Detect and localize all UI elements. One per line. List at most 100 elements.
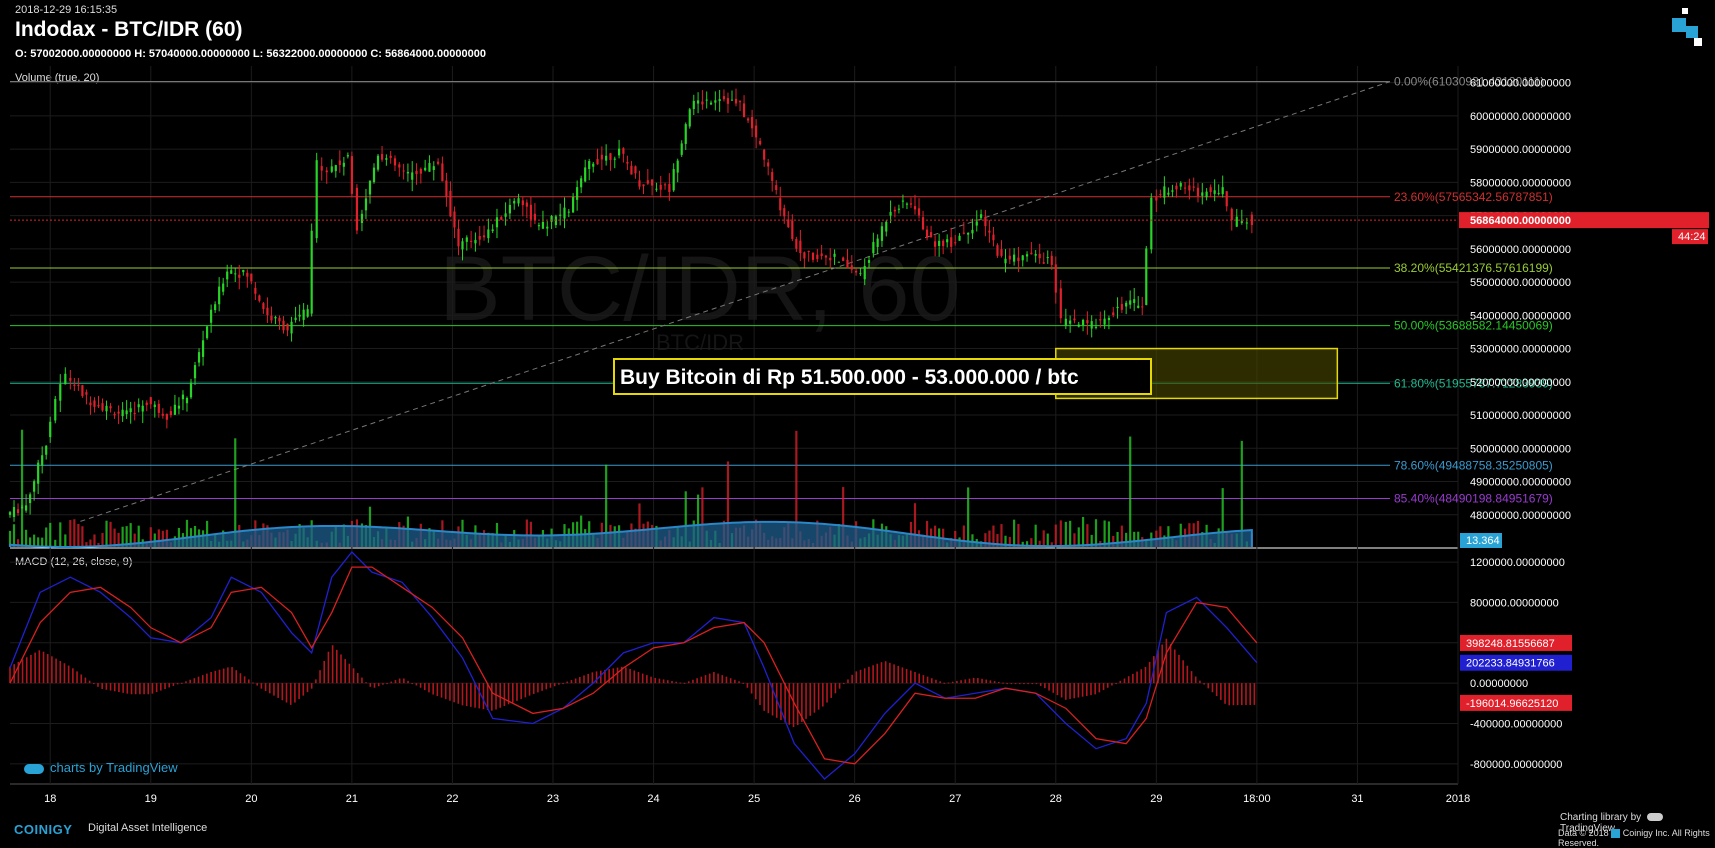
- macd-hist-bar: [620, 666, 623, 684]
- time-axis[interactable]: 18 19 20 21 22 23 24 25 26 27 28 29 18:00 31 2018: [44, 793, 1470, 805]
- candle-body: [889, 211, 892, 216]
- tradingview-small-icon: [1646, 813, 1663, 822]
- macd-hist-bar: [1031, 683, 1034, 685]
- candle-body: [1099, 319, 1102, 321]
- candle-body: [16, 509, 20, 513]
- macd-hist-bar: [863, 668, 866, 684]
- volume-indicator-label[interactable]: Volume (true, 20): [15, 72, 100, 84]
- candle-body: [946, 239, 949, 243]
- volume-bar: [1086, 524, 1089, 547]
- fib-trend-line[interactable]: [80, 81, 1391, 522]
- macd-hist-bar: [88, 680, 91, 684]
- volume-bar: [113, 528, 116, 547]
- macd-tick-label: 0.00000000: [1470, 678, 1528, 690]
- candle-body: [33, 481, 36, 492]
- candle-body: [626, 161, 629, 164]
- candle-body: [495, 217, 499, 228]
- macd-hist-bar: [491, 683, 493, 711]
- macd-hist-bar: [1077, 683, 1080, 698]
- macd-hist-bar: [126, 683, 129, 694]
- volume-bar: [185, 519, 189, 547]
- volume-bar: [1017, 523, 1020, 547]
- candle-body: [676, 160, 679, 173]
- candle-body: [962, 232, 965, 234]
- macd-hist-bar: [248, 679, 250, 684]
- candle-body: [1094, 326, 1098, 328]
- copyright-text: Data © 2018: [1558, 828, 1609, 838]
- macd-hist-bar: [1094, 683, 1096, 695]
- macd-hist-bar: [398, 678, 401, 684]
- macd-hist-bar: [457, 683, 460, 704]
- macd-hist-bar: [495, 683, 497, 710]
- macd-hist-bar: [118, 683, 120, 693]
- fib-level-label: 61.80%(51955787.71283939): [1394, 376, 1553, 390]
- macd-hist-bar: [717, 673, 719, 684]
- macd-hist-bar: [650, 676, 652, 684]
- macd-tick-label: -400000.00000000: [1470, 718, 1562, 730]
- candle-body: [419, 168, 422, 174]
- candle-body: [330, 166, 333, 172]
- candle-body: [89, 402, 92, 406]
- macd-hist-bar: [503, 683, 506, 707]
- macd-hist-bar: [109, 683, 112, 691]
- volume-value-tag-bg: [1460, 533, 1502, 548]
- buy-zone-annotation[interactable]: Buy Bitcoin di Rp 51.500.000 - 53.000.00…: [613, 347, 1339, 400]
- candle-body: [41, 455, 44, 466]
- candle-body: [1050, 255, 1053, 265]
- macd-hist-bar: [1044, 683, 1046, 689]
- macd-hist-bar: [1207, 683, 1210, 689]
- macd-hist-bar: [813, 683, 816, 713]
- macd-hist-bar: [859, 669, 862, 684]
- price-tick-label: 50000000.00000000: [1470, 443, 1571, 455]
- candle-body: [380, 154, 384, 160]
- macd-hist-bar: [872, 665, 874, 684]
- annotation-box[interactable]: [613, 358, 1152, 395]
- macd-hist-bar: [763, 683, 765, 711]
- candle-body: [934, 241, 937, 247]
- candle-body: [1042, 262, 1045, 264]
- candle-body: [767, 162, 770, 167]
- volume-bar: [726, 461, 730, 547]
- candle-body: [958, 235, 961, 241]
- tradingview-credit[interactable]: charts by TradingView: [24, 760, 178, 775]
- volume-bar: [1013, 519, 1016, 547]
- macd-hist-bar: [742, 682, 745, 684]
- macd-hist-bar: [348, 663, 351, 684]
- volume-bar: [29, 537, 32, 547]
- macd-hist-bar: [809, 683, 812, 716]
- macd-hist-bar: [767, 683, 770, 714]
- volume-bar: [1129, 436, 1132, 547]
- volume-bar: [101, 533, 104, 547]
- fib-level-label: 23.60%(57565342.56787851): [1394, 190, 1553, 204]
- volume-bar: [1103, 520, 1106, 547]
- time-tick-label: 24: [647, 793, 659, 805]
- candle-body: [730, 99, 734, 101]
- chart-title: Indodax - BTC/IDR (60): [15, 18, 243, 41]
- candle-body: [779, 198, 782, 211]
- macd-hist-bar: [637, 672, 640, 684]
- macd-hist-bar: [587, 673, 589, 684]
- macd-hist-bar: [1123, 678, 1126, 684]
- candle-body: [811, 252, 815, 260]
- volume-bar: [1112, 535, 1115, 547]
- macd-hist-bar: [675, 681, 677, 684]
- macd-hist-bar: [1236, 683, 1239, 706]
- macd-hist-bar: [1132, 673, 1134, 684]
- macd-hist-bar: [1169, 644, 1172, 684]
- candle-body: [655, 188, 658, 190]
- candle-body: [1017, 257, 1020, 262]
- macd-hist-bar: [1245, 683, 1247, 706]
- macd-hist-bar: [319, 670, 321, 684]
- macd-hist-bar: [302, 683, 305, 696]
- macd-hist-bar: [1220, 683, 1222, 700]
- candle-body: [258, 295, 261, 301]
- volume-bar: [605, 464, 608, 547]
- volume-bar: [33, 534, 36, 547]
- macd-hist-bar: [868, 666, 870, 684]
- macd-value-tag: -196014.96625120: [1466, 698, 1558, 710]
- price-axis[interactable]: 61000000.00000000 60000000.00000000 590000…: [1470, 78, 1571, 522]
- macd-hist-bar: [499, 683, 502, 708]
- price-tick-label: 55000000.00000000: [1470, 277, 1571, 289]
- time-tick-label: 21: [346, 793, 358, 805]
